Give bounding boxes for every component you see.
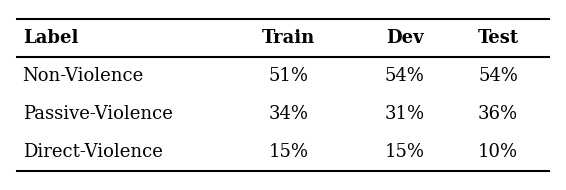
Text: 36%: 36% [478, 105, 518, 123]
Text: 54%: 54% [385, 67, 424, 85]
Text: 31%: 31% [385, 105, 424, 123]
Text: Label: Label [23, 29, 78, 47]
Text: 51%: 51% [269, 67, 308, 85]
Text: 10%: 10% [478, 143, 518, 161]
Text: 54%: 54% [478, 67, 518, 85]
Text: 15%: 15% [269, 143, 308, 161]
Text: Passive-Violence: Passive-Violence [23, 105, 173, 123]
Text: 34%: 34% [269, 105, 308, 123]
Text: 15%: 15% [385, 143, 424, 161]
Text: Dev: Dev [386, 29, 423, 47]
Text: Train: Train [262, 29, 315, 47]
Text: Direct-Violence: Direct-Violence [23, 143, 162, 161]
Text: Non-Violence: Non-Violence [23, 67, 144, 85]
Text: Test: Test [478, 29, 518, 47]
